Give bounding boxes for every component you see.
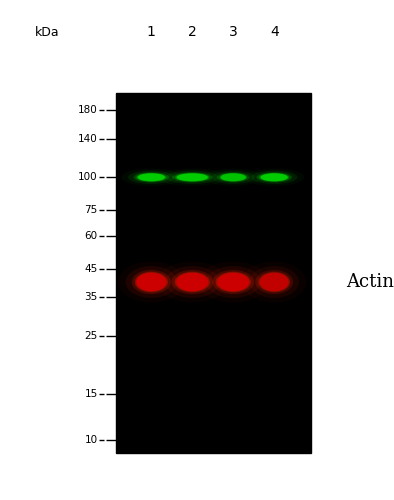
Ellipse shape: [166, 170, 219, 184]
Ellipse shape: [212, 270, 254, 294]
Ellipse shape: [251, 170, 297, 184]
Ellipse shape: [171, 270, 213, 294]
Ellipse shape: [175, 272, 210, 292]
Text: 2: 2: [188, 26, 197, 40]
Ellipse shape: [260, 174, 288, 182]
Ellipse shape: [256, 172, 292, 182]
Ellipse shape: [217, 272, 249, 291]
Ellipse shape: [165, 266, 219, 298]
Text: Actin β: Actin β: [346, 273, 394, 291]
Ellipse shape: [206, 266, 260, 298]
Text: 60: 60: [85, 230, 98, 240]
Text: 3: 3: [229, 26, 238, 40]
Ellipse shape: [134, 172, 169, 182]
Ellipse shape: [175, 173, 210, 182]
Ellipse shape: [176, 272, 208, 291]
Ellipse shape: [217, 172, 250, 182]
Ellipse shape: [136, 173, 166, 182]
Text: 35: 35: [84, 292, 98, 302]
Ellipse shape: [136, 272, 166, 291]
Text: 10: 10: [85, 436, 98, 446]
Ellipse shape: [221, 174, 246, 182]
Ellipse shape: [212, 170, 255, 184]
Ellipse shape: [249, 266, 299, 298]
Text: 4: 4: [270, 26, 279, 40]
Ellipse shape: [219, 173, 247, 182]
Text: 45: 45: [84, 264, 98, 274]
Ellipse shape: [255, 270, 293, 294]
Bar: [116, 92, 311, 452]
Text: 25: 25: [84, 330, 98, 340]
Ellipse shape: [126, 266, 177, 298]
Ellipse shape: [135, 272, 168, 292]
Ellipse shape: [128, 170, 175, 184]
Text: 75: 75: [84, 205, 98, 215]
Ellipse shape: [138, 174, 165, 182]
Ellipse shape: [172, 172, 213, 182]
Ellipse shape: [132, 270, 171, 294]
Ellipse shape: [258, 272, 290, 292]
Text: 100: 100: [78, 172, 98, 182]
Text: 1: 1: [147, 26, 156, 40]
Ellipse shape: [260, 272, 289, 291]
Text: kDa: kDa: [35, 26, 59, 39]
Text: 140: 140: [78, 134, 98, 144]
Text: 180: 180: [78, 105, 98, 115]
Ellipse shape: [259, 173, 289, 182]
Ellipse shape: [216, 272, 251, 292]
Ellipse shape: [177, 174, 208, 182]
Text: 15: 15: [84, 389, 98, 399]
